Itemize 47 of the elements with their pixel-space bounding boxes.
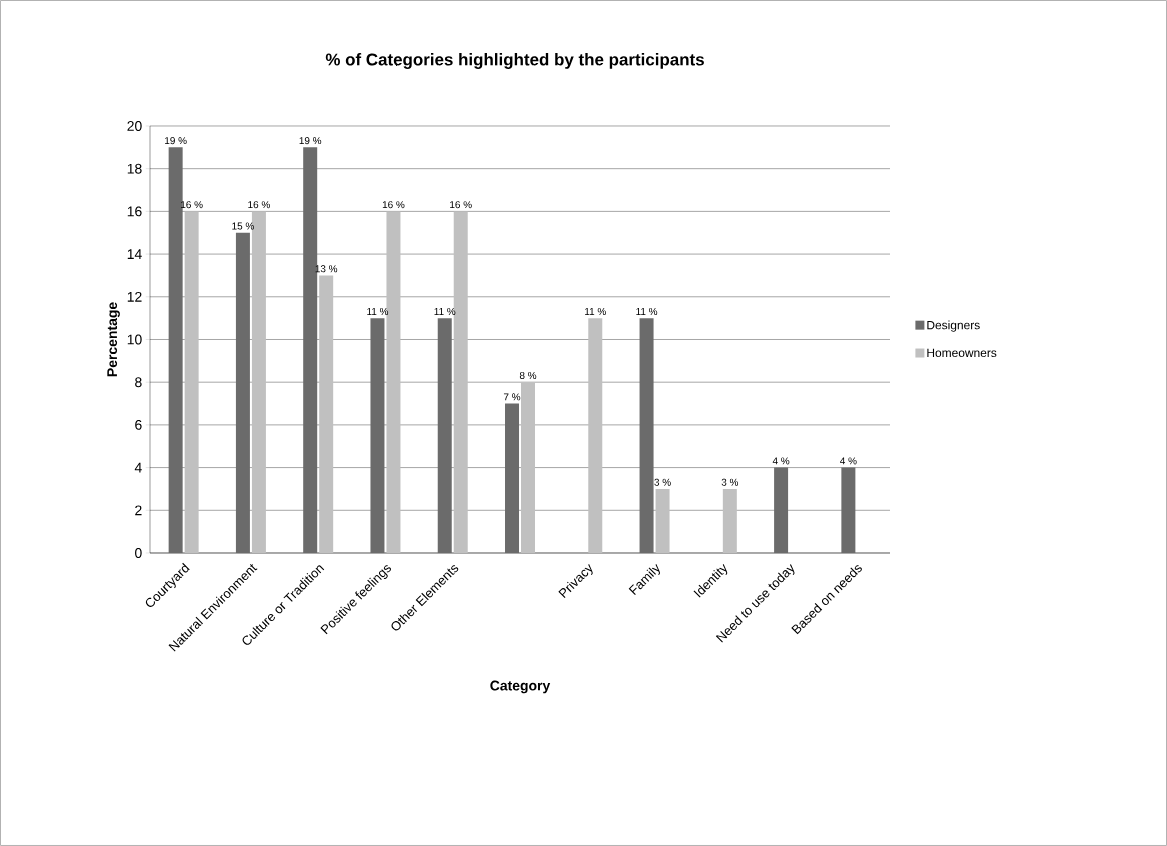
y-tick-label: 18 xyxy=(127,163,142,174)
bar xyxy=(319,275,334,553)
data-label: 19 % xyxy=(299,137,322,145)
bar xyxy=(386,211,401,553)
data-label: 16 % xyxy=(450,201,472,209)
y-tick-label: 4 xyxy=(134,462,142,473)
data-label: 3 % xyxy=(654,478,671,486)
y-axis-title: Percentage xyxy=(107,302,120,377)
bar xyxy=(168,147,183,553)
bar xyxy=(184,211,199,553)
data-label: 11 % xyxy=(434,307,456,315)
bar xyxy=(437,318,452,553)
bar xyxy=(774,467,789,553)
legend-label: Designers xyxy=(927,320,980,332)
y-tick-label: 20 xyxy=(127,121,142,131)
bar xyxy=(505,403,520,553)
bar xyxy=(639,318,654,553)
data-label: 11 % xyxy=(367,307,389,315)
y-tick-label: 6 xyxy=(135,419,142,430)
data-label: 7 % xyxy=(503,393,521,401)
y-tick-label: 14 xyxy=(127,249,142,259)
data-label: 3 % xyxy=(721,478,739,486)
bar xyxy=(235,232,250,553)
data-label: 4 % xyxy=(772,457,790,465)
y-tick-label: 12 xyxy=(127,291,142,302)
data-label: 11 % xyxy=(585,307,606,315)
bar xyxy=(722,488,737,553)
bar xyxy=(588,318,603,553)
bar xyxy=(370,318,385,553)
legend-label: Homeowners xyxy=(927,348,997,357)
bar xyxy=(841,467,856,553)
y-tick-label: 0 xyxy=(135,548,142,558)
y-tick-label: 10 xyxy=(127,334,142,345)
bar xyxy=(655,488,670,553)
y-tick-label: 8 xyxy=(135,377,142,388)
data-label: 4 % xyxy=(840,457,857,465)
chart-title: % of Categories highlighted by the participants xyxy=(325,53,704,69)
bar xyxy=(521,382,536,553)
data-label: 15 % xyxy=(232,222,254,230)
x-axis-title: Category xyxy=(490,680,551,694)
data-label: 8 % xyxy=(519,371,537,379)
data-label: 11 % xyxy=(636,307,658,315)
y-tick-label: 2 xyxy=(135,505,142,516)
data-label: 16 % xyxy=(248,201,270,209)
y-tick-label: 16 xyxy=(127,206,142,217)
data-label: 16 % xyxy=(382,201,405,209)
data-label: 19 % xyxy=(165,137,187,145)
